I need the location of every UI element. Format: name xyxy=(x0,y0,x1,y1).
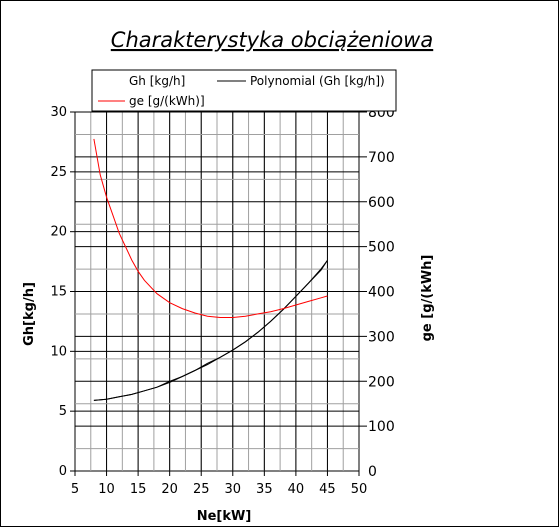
y-left-tick-label: 0 xyxy=(59,464,67,479)
x-tick-label: 20 xyxy=(161,482,178,497)
y-right-tick-label: 700 xyxy=(368,150,395,166)
y-right-axis-label: ge [g/(kWh] xyxy=(420,255,435,342)
x-axis-label: Ne[kW] xyxy=(197,509,252,524)
x-tick-label: 5 xyxy=(71,482,79,497)
y-right-tick-label: 600 xyxy=(368,195,395,211)
y-left-tick-label: 25 xyxy=(50,165,67,180)
y-left-tick-label: 30 xyxy=(50,105,67,120)
series-lines xyxy=(93,138,328,401)
legend: Gh [kg/h] Polynomial (Gh [kg/h]) ge [g/(… xyxy=(91,69,397,112)
series-line-1 xyxy=(93,260,328,401)
y-right-tick-label: 0 xyxy=(368,464,377,480)
y-left-tick-label: 20 xyxy=(50,225,67,240)
x-tick-label: 40 xyxy=(288,482,305,497)
chart-title: Charakterystyka obciążeniowa xyxy=(111,28,433,52)
legend-label-polynomial: Polynomial (Gh [kg/h]) xyxy=(250,74,385,88)
y-right-tick-label: 300 xyxy=(368,329,395,345)
y-left-tick-label: 15 xyxy=(50,285,67,300)
x-tick-label: 30 xyxy=(225,482,242,497)
legend-label-ge: ge [g/(kWh)] xyxy=(129,94,205,108)
series-line-2 xyxy=(93,138,328,318)
y-right-tick-label: 200 xyxy=(368,374,395,390)
x-tick-label: 15 xyxy=(130,482,147,497)
y-left-tick-label: 10 xyxy=(50,344,67,359)
y-left-axis-label: Gh[kg/h] xyxy=(22,282,37,346)
y-right-tick-label: 400 xyxy=(368,285,395,301)
y-right-tick-label: 500 xyxy=(368,240,395,256)
y-left-tick-label: 5 xyxy=(59,404,67,419)
x-tick-label: 45 xyxy=(319,482,336,497)
x-tick-label: 50 xyxy=(351,482,368,497)
legend-box xyxy=(91,69,397,112)
y-right-tick-label: 100 xyxy=(368,419,395,435)
x-tick-label: 25 xyxy=(193,482,210,497)
grid xyxy=(74,111,367,472)
x-tick-label: 35 xyxy=(256,482,273,497)
legend-label-gh: Gh [kg/h] xyxy=(129,74,185,88)
x-tick-label: 10 xyxy=(98,482,115,497)
